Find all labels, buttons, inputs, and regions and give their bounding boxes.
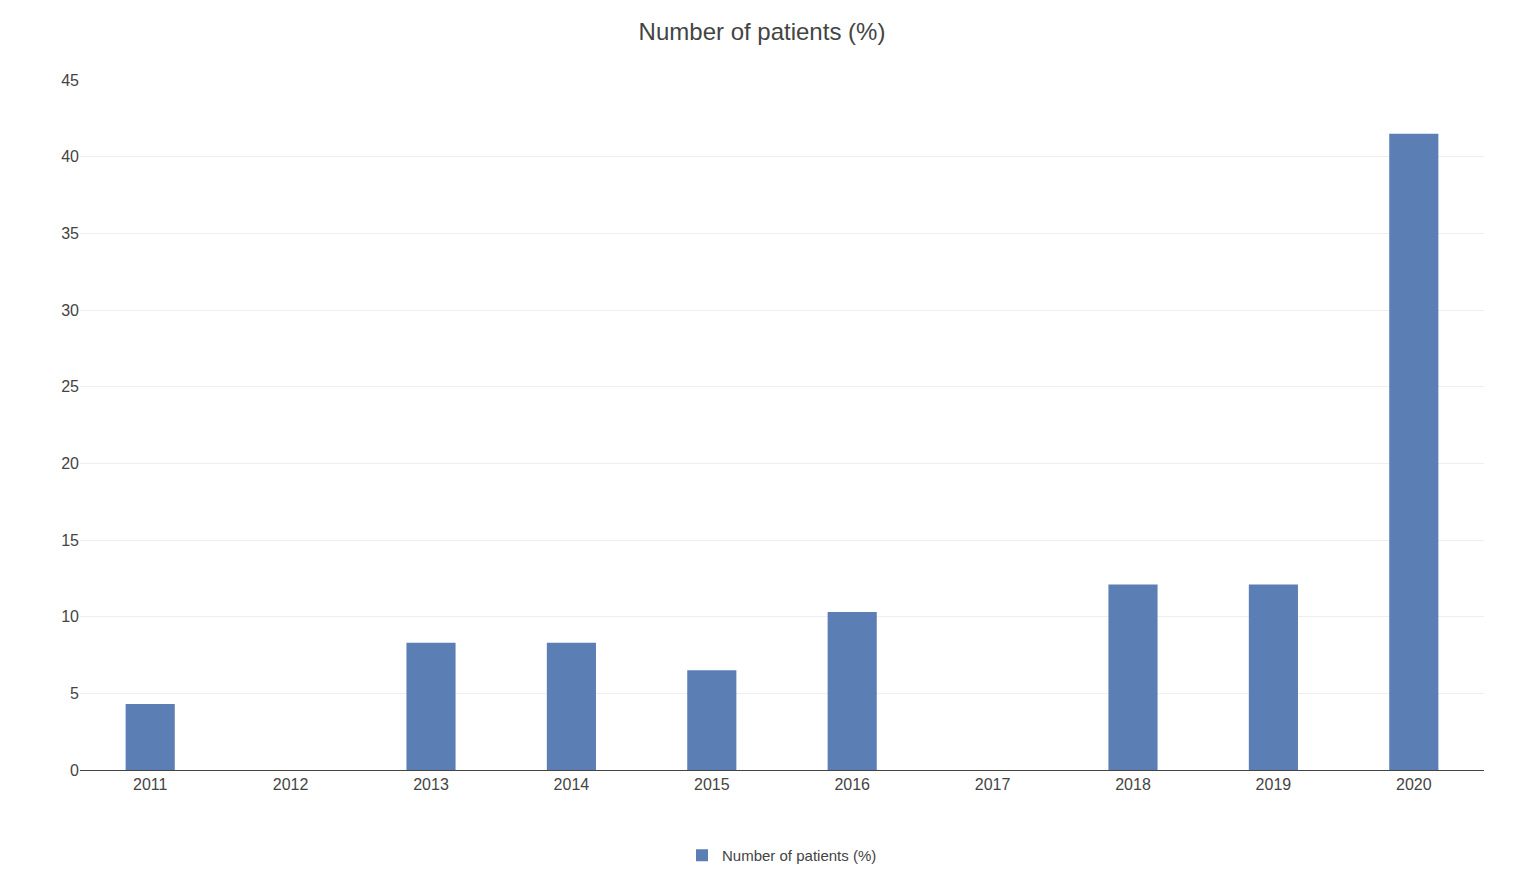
svg-text:20: 20 <box>61 455 79 472</box>
svg-text:15: 15 <box>61 532 79 549</box>
svg-text:25: 25 <box>61 378 79 395</box>
svg-text:2017: 2017 <box>975 776 1011 793</box>
svg-text:2012: 2012 <box>273 776 309 793</box>
svg-text:10: 10 <box>61 608 79 625</box>
svg-text:2014: 2014 <box>554 776 590 793</box>
svg-text:2019: 2019 <box>1256 776 1292 793</box>
svg-text:2016: 2016 <box>834 776 870 793</box>
svg-text:45: 45 <box>61 72 79 89</box>
svg-text:Number of patients (%): Number of patients (%) <box>722 847 876 864</box>
svg-text:0: 0 <box>70 762 79 779</box>
svg-text:2018: 2018 <box>1115 776 1151 793</box>
svg-text:30: 30 <box>61 302 79 319</box>
svg-text:2015: 2015 <box>694 776 730 793</box>
svg-text:2013: 2013 <box>413 776 449 793</box>
svg-text:5: 5 <box>70 685 79 702</box>
svg-text:Number of patients (%): Number of patients (%) <box>639 18 886 45</box>
svg-text:2011: 2011 <box>133 776 168 793</box>
svg-text:35: 35 <box>61 225 79 242</box>
svg-text:40: 40 <box>61 148 79 165</box>
svg-text:2020: 2020 <box>1396 776 1432 793</box>
